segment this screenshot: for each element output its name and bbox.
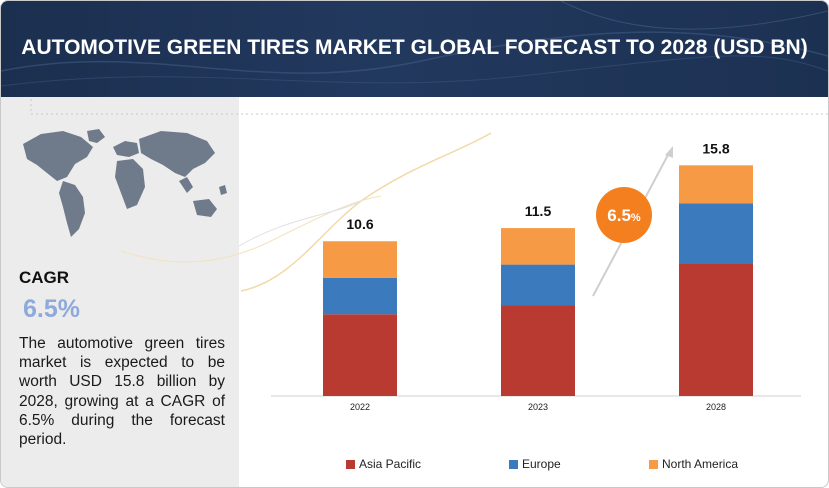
legend-item-north-america: North America (649, 457, 738, 471)
cagr-value: 6.5% (23, 295, 80, 323)
x-tick-2022: 2022 (350, 402, 370, 412)
bar-north-america-2028 (679, 165, 753, 204)
bar-north-america-2022 (323, 241, 397, 278)
bar-asia-pacific-2022 (323, 314, 397, 396)
header-banner: AUTOMOTIVE GREEN TIRES MARKET GLOBAL FOR… (1, 1, 828, 97)
legend-swatch-asia-pacific (346, 460, 355, 469)
x-tick-2023: 2023 (528, 402, 548, 412)
header-decoration (1, 1, 828, 87)
chart-title: AUTOMOTIVE GREEN TIRES MARKET GLOBAL FOR… (21, 36, 808, 59)
bar-europe-2022 (323, 277, 397, 315)
bar-europe-2023 (501, 264, 575, 306)
total-label-2028: 15.8 (702, 140, 729, 156)
bar-asia-pacific-2028 (679, 263, 753, 396)
bar-north-america-2023 (501, 228, 575, 265)
total-label-2023: 11.5 (525, 203, 552, 219)
cagr-label: CAGR (19, 268, 70, 287)
legend-label-asia-pacific: Asia Pacific (359, 457, 422, 471)
total-label-2022: 10.6 (346, 216, 373, 232)
legend-swatch-north-america (649, 460, 658, 469)
cagr-badge-label: 6.5% (607, 206, 641, 225)
cagr-badge (596, 187, 652, 243)
legend-item-asia-pacific: Asia Pacific (346, 457, 421, 471)
legend-label-europe: Europe (522, 457, 561, 471)
legend-swatch-europe (509, 460, 518, 469)
world-map-icon (23, 129, 227, 237)
decorative-swoosh-3 (238, 200, 362, 247)
decorative-swoosh-2 (120, 195, 382, 263)
x-tick-2028: 2028 (706, 402, 726, 412)
bar-europe-2028 (679, 203, 753, 264)
market-description: The automotive green tires market is exp… (19, 335, 225, 449)
bar-asia-pacific-2023 (501, 305, 575, 396)
legend-item-europe: Europe (509, 457, 561, 471)
legend-label-north-america: North America (662, 457, 739, 471)
